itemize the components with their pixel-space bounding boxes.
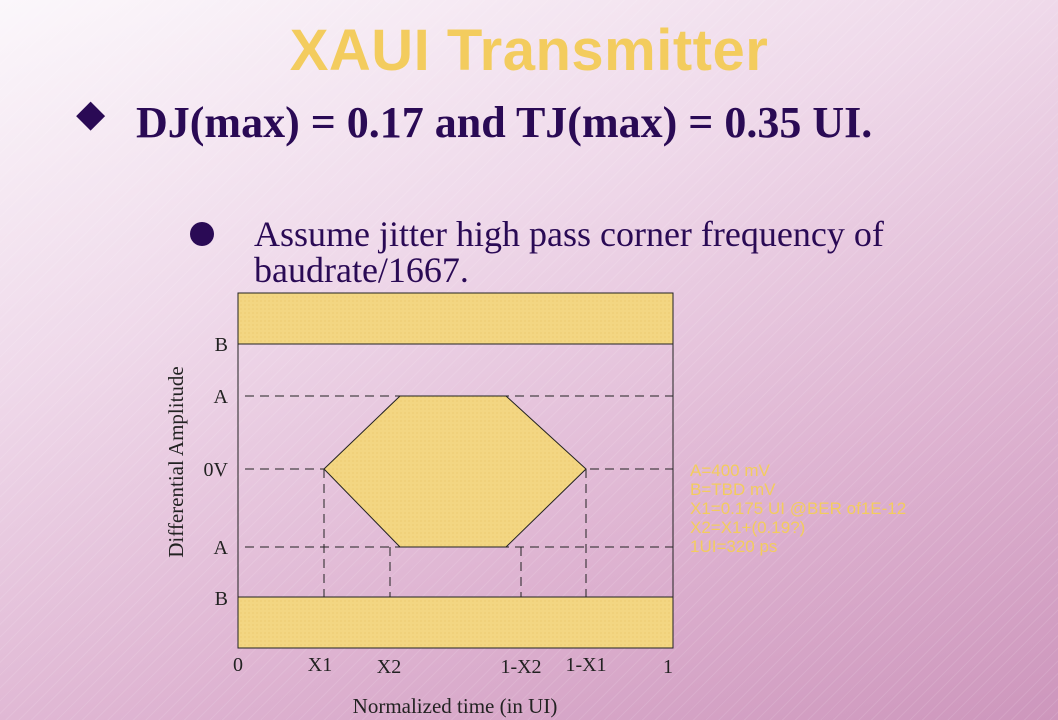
x-tick-x2: X2 xyxy=(377,656,401,678)
round-bullet-icon xyxy=(190,222,214,246)
slide-title: XAUI Transmitter xyxy=(289,18,769,83)
y-tick-a-lower: A xyxy=(214,537,229,559)
y-tick-a-upper: A xyxy=(214,386,229,408)
legend-ui-value: 1UI=320 ps xyxy=(690,537,778,556)
legend-x2-value: X2=X1+(0.19?) xyxy=(690,518,806,537)
y-tick-b-lower: B xyxy=(215,588,228,610)
y-tick-b-upper: B xyxy=(215,334,228,356)
x-tick-1-x1: 1-X1 xyxy=(565,654,606,676)
lower-mask-band xyxy=(237,596,674,649)
x-axis-label: Normalized time (in UI) xyxy=(353,694,558,718)
sub-bullet-text: Assume jitter high pass corner frequency… xyxy=(254,214,884,290)
main-bullet-text: DJ(max) = 0.17 and TJ(max) = 0.35 UI. xyxy=(136,98,873,147)
y-tick-0v: 0V xyxy=(204,459,229,481)
y-axis-label: Differential Amplitude xyxy=(164,366,188,557)
x-tick-1-x2: 1-X2 xyxy=(500,656,541,678)
x-tick-x1: X1 xyxy=(308,654,332,676)
legend-b-value: B=TBD mV xyxy=(690,480,776,499)
x-tick-1: 1 xyxy=(663,656,673,678)
upper-mask-band xyxy=(237,292,674,345)
diamond-bullet-icon: ◆ xyxy=(76,91,106,135)
eye-opening-hexagon xyxy=(323,395,587,548)
parameter-legend: A=400 mV B=TBD mV X1=0.175 UI @BER of1E-… xyxy=(690,461,1010,556)
legend-x1-value: X1=0.175 UI @BER of1E-12 xyxy=(690,499,907,518)
x-tick-0: 0 xyxy=(233,654,243,676)
legend-a-value: A=400 mV xyxy=(690,461,770,480)
